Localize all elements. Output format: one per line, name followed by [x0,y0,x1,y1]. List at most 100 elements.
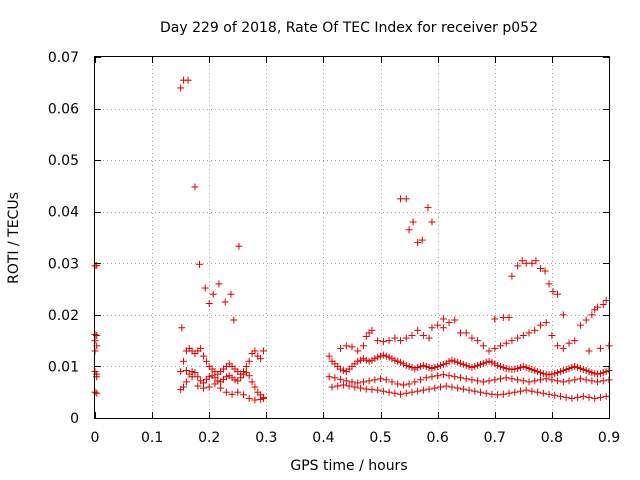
data-point [201,284,209,292]
data-point [468,363,476,371]
data-point [248,378,256,386]
data-point [211,380,219,388]
data-point [434,372,442,380]
data-point [222,373,230,381]
data-point [394,357,402,365]
x-tick-label: 0.3 [255,430,277,446]
data-point [328,383,336,391]
data-point [234,388,242,396]
data-point [200,384,208,392]
data-point [325,373,333,381]
data-point [242,369,250,377]
data-point [596,370,604,378]
data-point [479,342,487,350]
data-point [428,364,436,372]
data-point [599,377,607,385]
data-point [251,396,259,404]
data-point [462,361,470,369]
data-point [548,331,556,339]
data-point [496,342,504,350]
data-point [518,257,526,265]
y-tick-label: 0.05 [48,153,79,169]
data-point [428,324,436,332]
data-point [414,363,422,371]
data-point [508,272,516,280]
data-point [562,393,570,401]
data-point [422,374,430,382]
data-point [585,368,593,376]
x-tick-label: 0.6 [427,430,449,446]
data-point [374,386,382,394]
data-point [574,363,582,371]
data-point [459,360,467,368]
data-point [242,362,250,370]
data-point [471,362,479,370]
data-point [596,344,604,352]
data-point [508,366,516,374]
plot-frame [94,56,610,419]
y-tick-label: 0.06 [48,102,79,118]
data-point [405,226,413,234]
data-point [448,383,456,391]
data-point [491,360,499,368]
data-point [541,267,549,275]
data-point [485,347,493,355]
data-point [474,377,482,385]
data-point [545,390,553,398]
data-point [385,353,393,361]
data-point [562,366,570,374]
data-point [534,368,542,376]
x-tick-label: 0.4 [312,430,334,446]
data-point [502,364,510,372]
data-point [554,369,562,377]
data-point [394,380,402,388]
data-point [211,374,219,382]
data-point [439,360,447,368]
data-point [379,351,387,359]
data-point [516,387,524,395]
data-point [257,395,265,403]
data-point [382,352,390,360]
data-point [531,326,539,334]
data-point [477,360,484,368]
data-point [602,296,610,304]
data-point [559,311,567,319]
data-point [257,355,265,363]
data-point [419,361,427,369]
data-point [532,257,540,265]
data-point [348,378,356,386]
data-point [542,319,550,327]
data-point [536,264,544,272]
data-point [339,367,347,375]
data-point [215,280,223,288]
data-point [496,362,504,370]
data-point [539,389,547,397]
data-point [508,337,516,345]
data-point [331,374,339,382]
data-point [591,394,599,402]
data-point [588,311,596,319]
data-point [522,363,530,371]
data-point [462,375,470,383]
data-point [454,384,462,392]
data-point [585,347,593,355]
data-point [468,376,476,384]
data-point [594,303,602,311]
x-tick-label: 0.8 [541,430,563,446]
data-point [574,393,582,401]
data-point [374,353,382,361]
data-point [339,381,347,389]
data-point [514,334,522,342]
data-point [477,388,484,396]
data-point [479,359,487,367]
data-point [419,386,427,394]
data-point [197,344,205,352]
data-point [359,355,367,363]
data-point [571,362,579,370]
data-point [514,262,522,270]
data-point [414,326,422,334]
data-point [377,375,385,383]
data-point [245,357,253,365]
data-point [385,388,393,396]
x-tick-label: 0.5 [369,430,391,446]
